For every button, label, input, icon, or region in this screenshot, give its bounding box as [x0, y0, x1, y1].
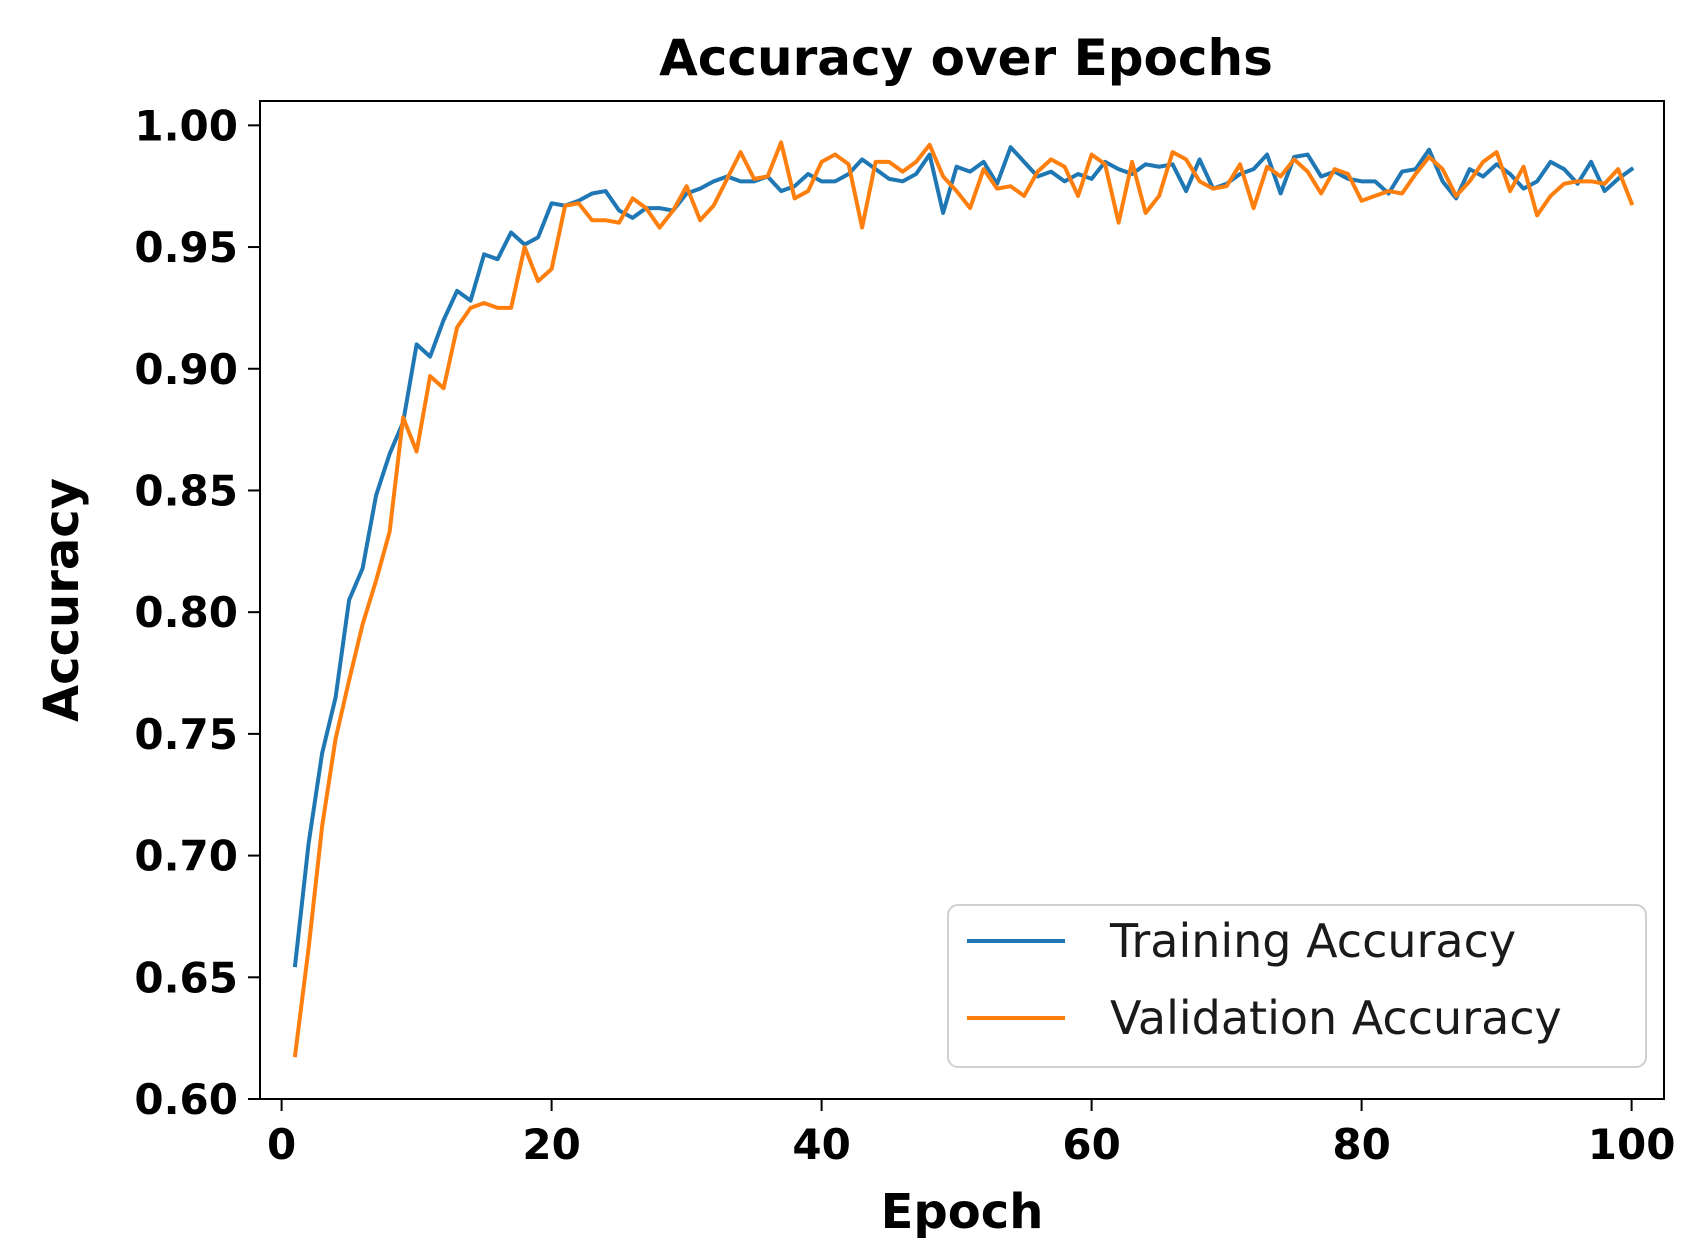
x-tick-label: 60 [1062, 1120, 1120, 1169]
chart-title: Accuracy over Epochs [659, 29, 1273, 87]
y-axis-ticks: 0.60 0.65 0.70 0.75 0.80 0.85 0.90 0.95 1.00 [134, 101, 260, 1124]
plot-area [292, 140, 1635, 1058]
x-tick-label: 80 [1332, 1120, 1390, 1169]
y-tick-label: 0.95 [134, 223, 238, 272]
y-tick-label: 0.75 [134, 710, 238, 759]
x-tick-label: 20 [522, 1120, 580, 1169]
y-axis-label: Accuracy [34, 478, 90, 722]
legend-box [947, 904, 1647, 1068]
x-axis-label: Epoch [881, 1184, 1044, 1240]
plot-frame [259, 100, 1665, 1100]
x-tick-label: 40 [792, 1120, 850, 1169]
x-axis-ticks: 0 20 40 60 80 100 [267, 1099, 1675, 1169]
y-tick-label: 0.85 [134, 466, 238, 515]
validation-accuracy-line [292, 140, 1635, 1058]
y-tick-label: 0.70 [134, 832, 238, 881]
x-tick-label: 100 [1588, 1120, 1676, 1169]
training-accuracy-line [292, 145, 1635, 968]
legend-validation-label: Validation Accuracy [1110, 991, 1562, 1045]
y-tick-label: 0.65 [134, 953, 238, 1002]
y-tick-label: 0.60 [134, 1075, 238, 1124]
legend-training-label: Training Accuracy [1109, 914, 1516, 968]
y-tick-label: 0.80 [134, 588, 238, 637]
legend: Training Accuracy Validation Accuracy [947, 904, 1647, 1068]
y-tick-label: 0.90 [134, 345, 238, 394]
x-tick-label: 0 [267, 1120, 296, 1169]
y-tick-label: 1.00 [134, 101, 238, 150]
